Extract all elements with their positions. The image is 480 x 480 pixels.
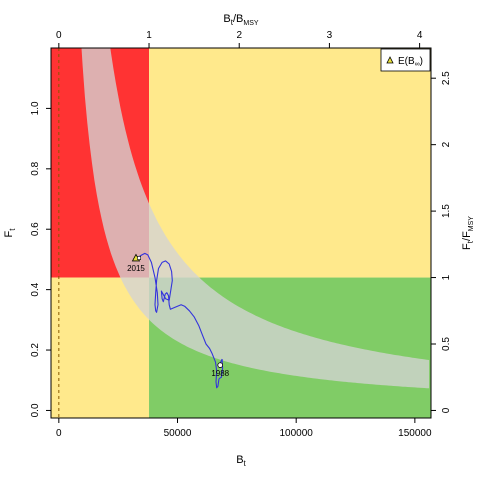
x-axis-label: Bt [236,454,246,468]
x-tick-label: 150000 [398,428,432,439]
top-tick-label: 2 [236,30,242,41]
legend-label: E(B∞) [398,56,423,68]
x-tick-label: 100000 [279,428,313,439]
y-axis-label: Ft [3,228,17,238]
y-tick-label: 0.6 [30,222,41,236]
top-tick-label: 1 [146,30,152,41]
right-tick-label: 1 [441,274,452,280]
right-tick-label: 0.5 [441,337,452,351]
top-axis-label: Bt/BMSY [223,13,258,27]
x-tick-label: 0 [56,428,62,439]
end-point-square [137,256,141,260]
zone-yellow-upper [149,48,431,278]
end-point-label: 2015 [127,264,145,273]
right-tick-label: 2.5 [441,71,452,85]
legend: E(B∞) [380,48,431,72]
zone-yellow-lower [51,277,150,418]
legend-triangle-icon [386,56,394,64]
y-tick-label: 0.2 [30,343,41,357]
right-tick-label: 2 [441,141,452,147]
plot-frame [50,47,432,419]
trajectory-line [136,252,220,389]
right-axis-label: Ft/FMSY [461,216,475,250]
legend-box [380,48,431,72]
top-tick-label: 4 [417,30,423,41]
top-tick-label: 0 [56,30,62,41]
x-tick-label: 50000 [164,428,192,439]
y-tick-label: 0.4 [30,282,41,296]
right-tick-label: 0 [441,407,452,413]
right-tick-label: 1.5 [441,204,452,218]
y-tick-label: 0.8 [30,161,41,175]
top-tick-label: 3 [327,30,333,41]
equilibrium-band [81,48,430,389]
y-tick-label: 0.0 [30,403,41,417]
start-point-label: 1988 [211,369,229,378]
start-point-circle [217,362,224,368]
y-tick-label: 1.0 [30,101,41,115]
